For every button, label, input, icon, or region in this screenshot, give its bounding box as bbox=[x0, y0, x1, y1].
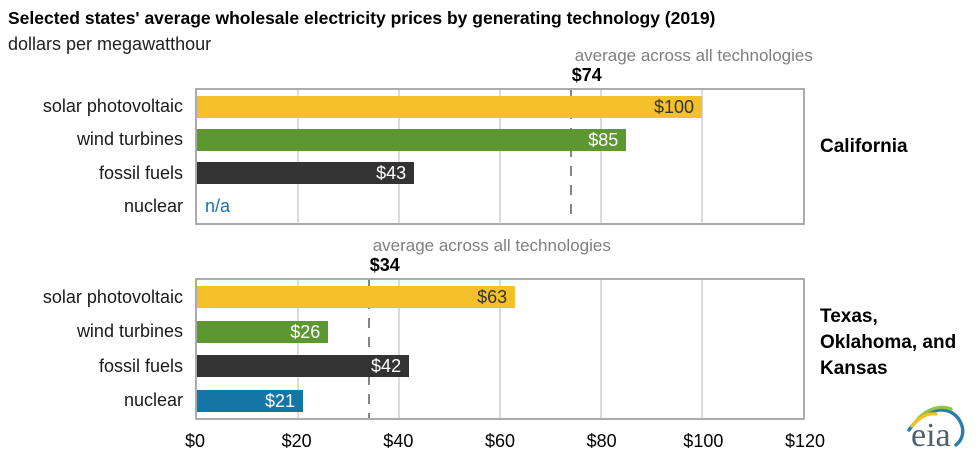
category-label-fossil-fuels: fossil fuels bbox=[98, 355, 183, 376]
bar-value-label: $63 bbox=[477, 287, 508, 308]
gridline-60 bbox=[499, 90, 501, 223]
category-label-solar-photovoltaic: solar photovoltaic bbox=[42, 96, 183, 117]
average-value: $34 bbox=[369, 255, 400, 275]
x-tick-100: $100 bbox=[683, 431, 724, 451]
gridline-80 bbox=[599, 90, 602, 223]
state-label: Texas, Oklahoma, and Kansas bbox=[820, 306, 957, 379]
value-not-available: n/a bbox=[205, 196, 231, 217]
bar-wind-turbines: $26 bbox=[197, 320, 329, 343]
x-tick-60: $60 bbox=[484, 431, 516, 451]
gridline-100 bbox=[701, 280, 703, 418]
chart-units-label: dollars per megawatthour bbox=[8, 34, 212, 54]
panel-california: solar photovoltaic wind turbines fossil fu… bbox=[43, 46, 908, 225]
chart-title: Selected states' average wholesale elect… bbox=[8, 8, 716, 28]
bar-value-label: $100 bbox=[653, 96, 694, 117]
state-label: California bbox=[820, 136, 908, 157]
bar-solar-photovoltaic: $63 bbox=[197, 286, 516, 309]
plot-area: $100 $85 $43 n/a bbox=[197, 90, 803, 223]
gridline-40 bbox=[397, 280, 400, 418]
bar-wind-turbines: $85 bbox=[197, 128, 627, 151]
logo-yellow-arc-icon bbox=[910, 412, 938, 428]
gridline-20 bbox=[296, 90, 299, 223]
bar-value-label: $21 bbox=[265, 390, 296, 411]
bar-fossil-fuels: $43 bbox=[197, 162, 415, 185]
bar-solar-photovoltaic: $100 bbox=[197, 95, 702, 118]
x-tick-20: $20 bbox=[281, 431, 312, 451]
gridline-100 bbox=[701, 90, 703, 223]
eia-logo: eia bbox=[907, 405, 965, 454]
x-axis: $0 $20 $40 $60 $80 $100 $120 bbox=[185, 431, 825, 455]
category-labels: solar photovoltaic wind turbines fossil fu… bbox=[0, 280, 190, 418]
bar-nuclear: $21 bbox=[197, 389, 304, 412]
x-tick-80: $80 bbox=[586, 431, 617, 451]
gridline-60 bbox=[499, 280, 501, 418]
average-caption: average across all technologies bbox=[574, 46, 813, 65]
gridline-40 bbox=[397, 90, 400, 223]
category-label-wind-turbines: wind turbines bbox=[76, 321, 183, 342]
bar-value-label: $43 bbox=[376, 163, 407, 184]
x-tick-40: $40 bbox=[383, 431, 414, 451]
gridline-80 bbox=[599, 280, 602, 418]
gridline-20 bbox=[296, 280, 299, 418]
category-label-solar-photovoltaic: solar photovoltaic bbox=[42, 286, 183, 307]
category-label-nuclear: nuclear bbox=[123, 390, 183, 411]
category-labels: solar photovoltaic wind turbines fossil fu… bbox=[0, 90, 190, 223]
category-label-nuclear: nuclear bbox=[123, 195, 183, 216]
bar-value-label: $26 bbox=[290, 321, 321, 342]
logo-text: eia bbox=[911, 417, 951, 454]
average-line bbox=[569, 90, 572, 223]
bar-value-label: $42 bbox=[371, 356, 402, 377]
panel-texas-oklahoma-kansas: solar photovoltaic wind turbines fossil fu… bbox=[43, 236, 956, 420]
bar-value-label: $85 bbox=[588, 129, 619, 150]
average-value: $74 bbox=[571, 65, 602, 85]
x-tick-0: $0 bbox=[184, 431, 206, 451]
x-tick-120: $120 bbox=[784, 431, 826, 451]
average-line bbox=[367, 280, 370, 418]
category-label-wind-turbines: wind turbines bbox=[76, 129, 183, 150]
plot-area: $63 $26 $42 $21 bbox=[197, 280, 803, 418]
bar-fossil-fuels: $42 bbox=[197, 355, 410, 378]
category-label-fossil-fuels: fossil fuels bbox=[98, 162, 183, 183]
average-caption: average across all technologies bbox=[372, 236, 611, 255]
